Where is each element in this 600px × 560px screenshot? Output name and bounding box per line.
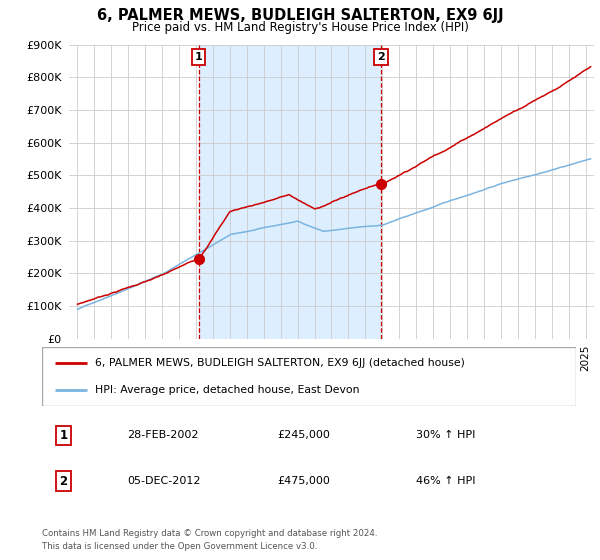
Text: 2: 2 (377, 52, 385, 62)
Text: HPI: Average price, detached house, East Devon: HPI: Average price, detached house, East… (95, 385, 360, 395)
Text: £475,000: £475,000 (277, 476, 330, 486)
Text: Price paid vs. HM Land Registry's House Price Index (HPI): Price paid vs. HM Land Registry's House … (131, 21, 469, 34)
Text: 28-FEB-2002: 28-FEB-2002 (127, 430, 199, 440)
Text: £245,000: £245,000 (277, 430, 330, 440)
Text: 46% ↑ HPI: 46% ↑ HPI (416, 476, 475, 486)
Text: Contains HM Land Registry data © Crown copyright and database right 2024.: Contains HM Land Registry data © Crown c… (42, 529, 377, 538)
Text: 2: 2 (59, 474, 67, 488)
Text: 6, PALMER MEWS, BUDLEIGH SALTERTON, EX9 6JJ: 6, PALMER MEWS, BUDLEIGH SALTERTON, EX9 … (97, 8, 503, 24)
FancyBboxPatch shape (42, 347, 576, 406)
Text: 30% ↑ HPI: 30% ↑ HPI (416, 430, 475, 440)
Text: 6, PALMER MEWS, BUDLEIGH SALTERTON, EX9 6JJ (detached house): 6, PALMER MEWS, BUDLEIGH SALTERTON, EX9 … (95, 358, 465, 368)
Text: 1: 1 (195, 52, 203, 62)
Bar (199, 45, 381, 339)
Text: 1: 1 (59, 429, 67, 442)
Text: 05-DEC-2012: 05-DEC-2012 (127, 476, 201, 486)
Text: This data is licensed under the Open Government Licence v3.0.: This data is licensed under the Open Gov… (42, 542, 317, 551)
